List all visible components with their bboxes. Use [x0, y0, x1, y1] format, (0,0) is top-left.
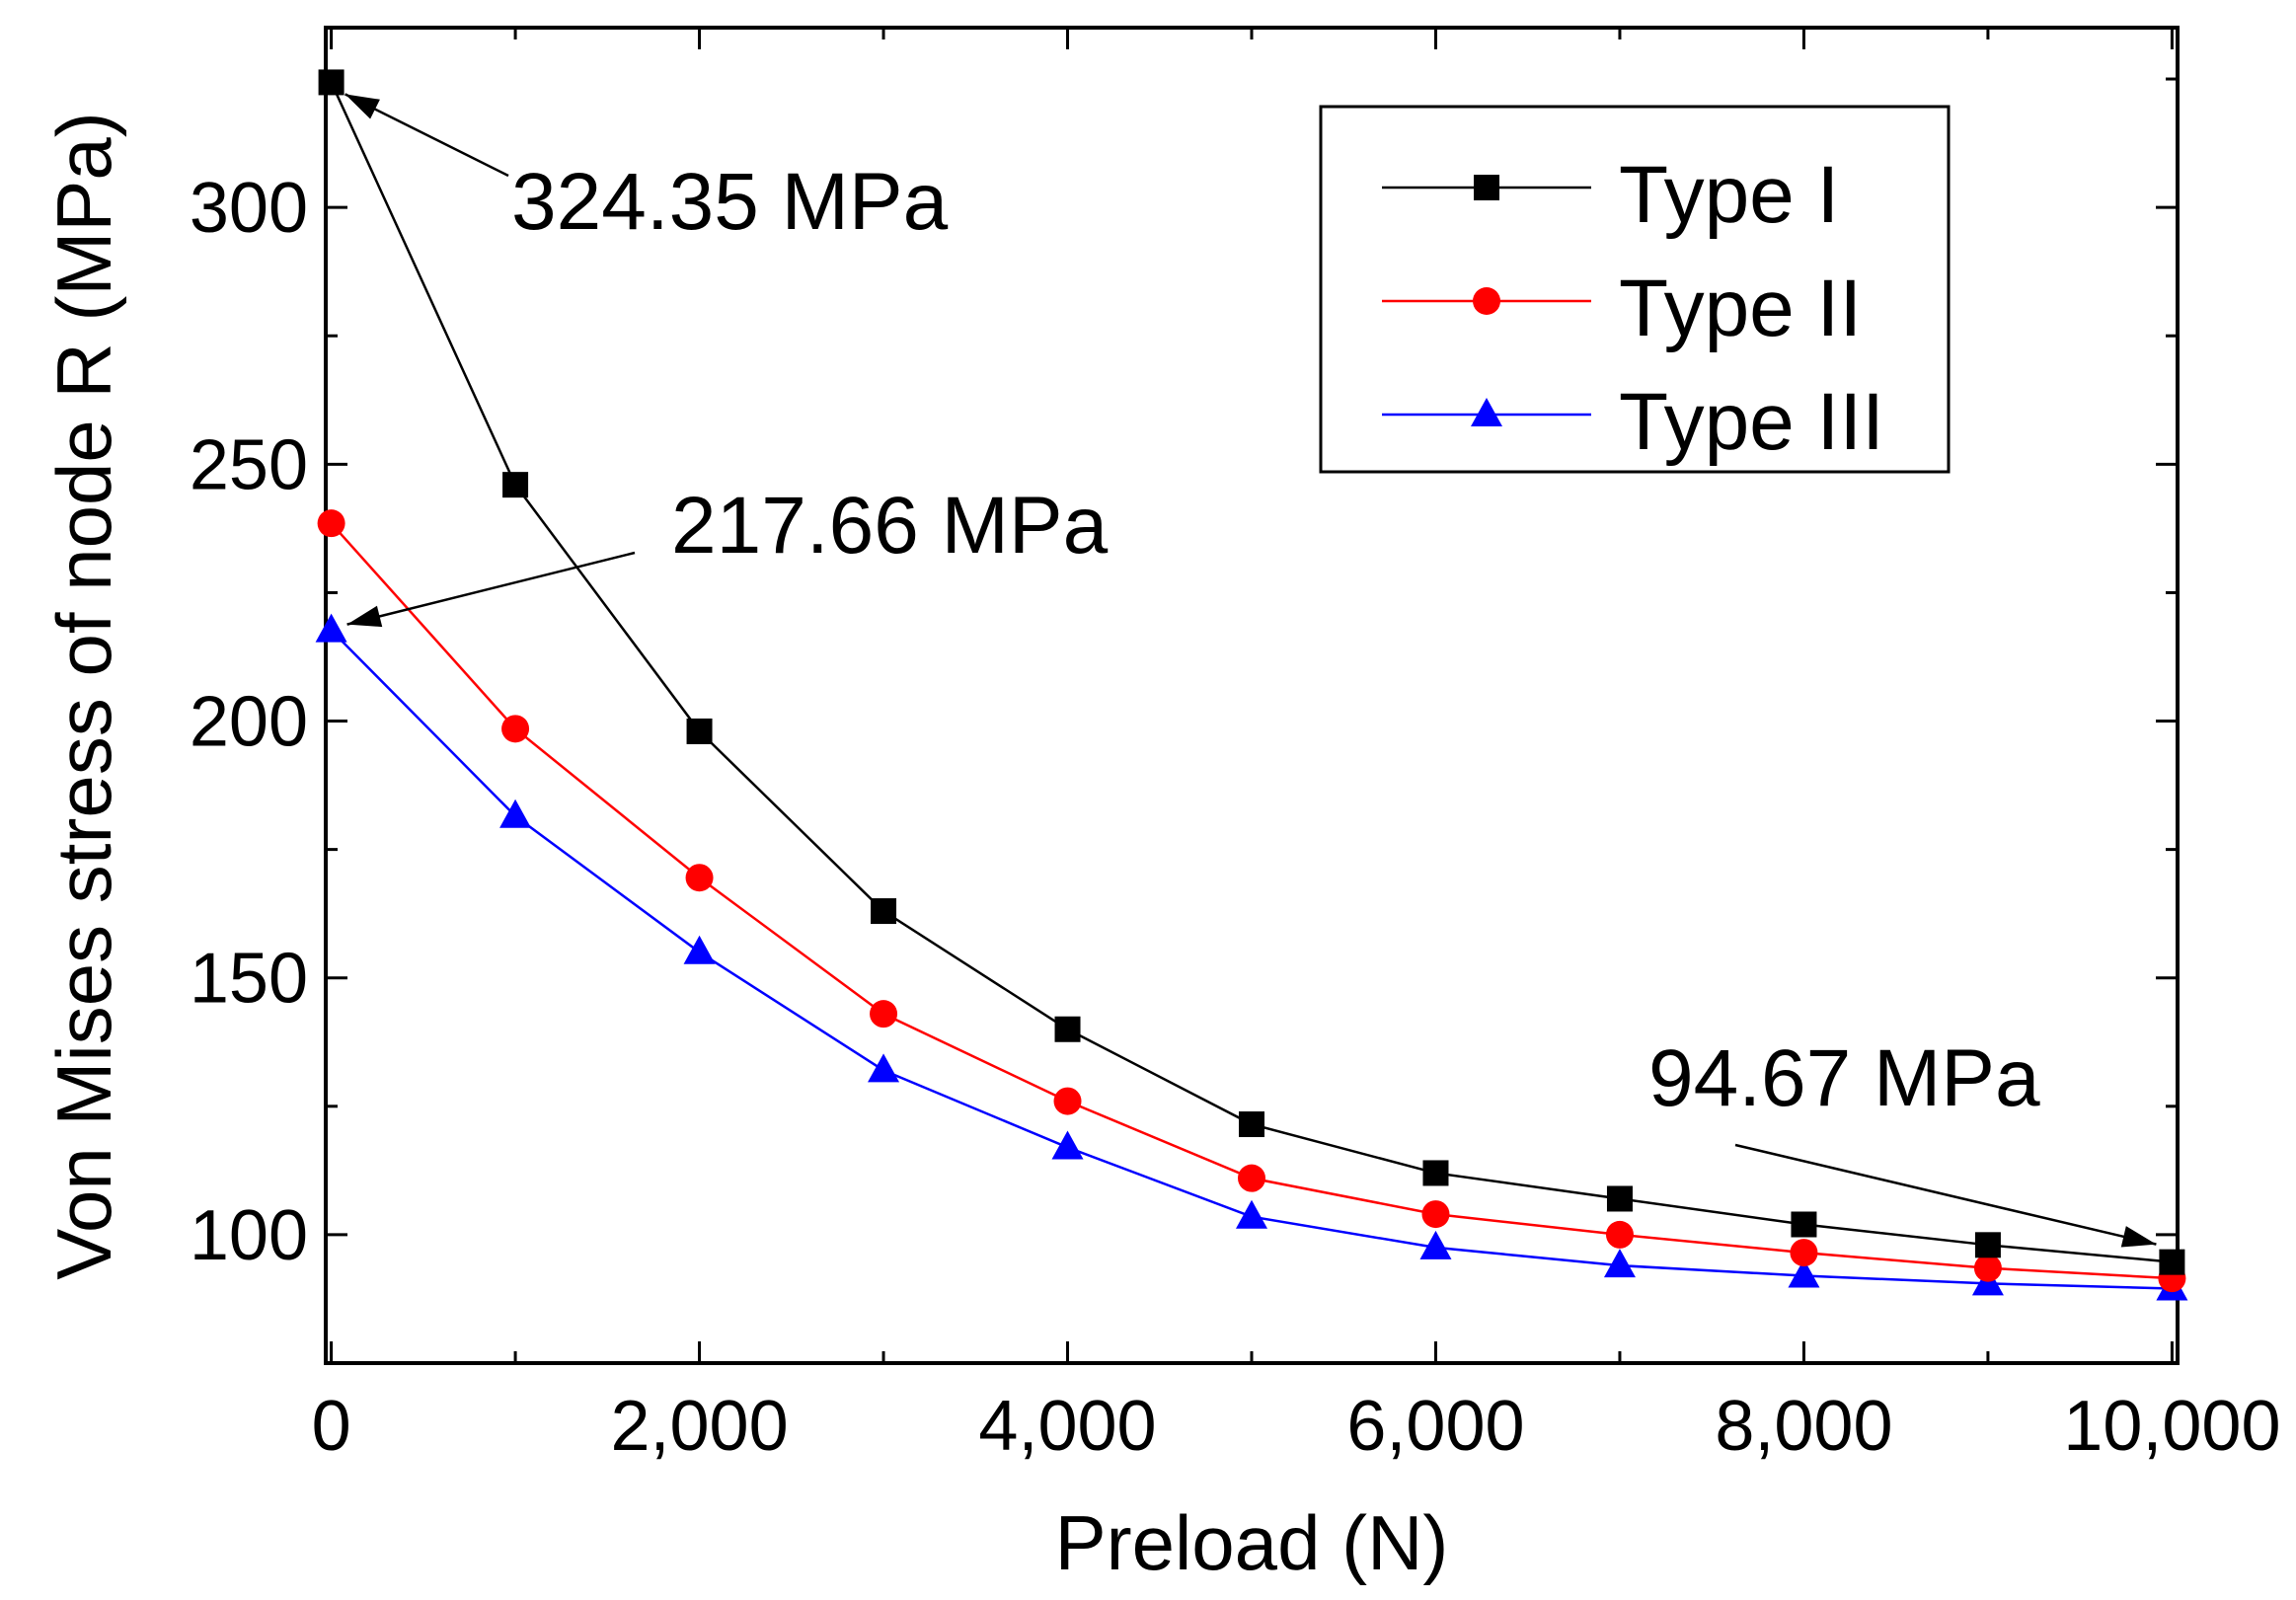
- x-tick-label: 4,000: [978, 1387, 1156, 1466]
- data-point-type-i: [686, 718, 713, 744]
- data-point-type-iii: [1051, 1130, 1084, 1160]
- data-point-type-iii: [683, 935, 716, 964]
- data-point-type-i: [1791, 1211, 1817, 1238]
- data-point-type-i: [2159, 1249, 2185, 1275]
- data-point-type-ii: [1053, 1087, 1082, 1115]
- data-point-type-i: [1606, 1185, 1633, 1212]
- x-tick-label: 0: [312, 1387, 351, 1466]
- data-point-type-i: [871, 898, 897, 925]
- annotation-arrow-type3-start-head: [346, 605, 383, 628]
- data-point-type-iii: [1788, 1258, 1820, 1288]
- x-tick-label: 6,000: [1346, 1387, 1524, 1466]
- axis-ticks: [326, 28, 2178, 1363]
- x-tick-label: 10,000: [2063, 1387, 2280, 1466]
- y-tick-label: 250: [190, 425, 308, 504]
- y-tick-label: 100: [190, 1196, 308, 1275]
- legend-swatches: [1382, 175, 1591, 426]
- data-point-type-ii: [1790, 1239, 1818, 1267]
- legend-label-type-3: Type III: [1619, 377, 1884, 467]
- y-tick-label: 200: [190, 683, 308, 762]
- annotation-arrow-type3-start: [346, 551, 636, 626]
- x-tick-label: 2,000: [610, 1387, 788, 1466]
- y-tick-label: 150: [190, 940, 308, 1019]
- legend-frame: [1319, 105, 1951, 474]
- data-point-type-ii: [317, 509, 345, 538]
- data-point-type-i: [1239, 1111, 1264, 1138]
- data-point-type-i: [502, 472, 529, 498]
- legend-label-type-2: Type II: [1619, 264, 1862, 353]
- data-point-type-iii: [1419, 1230, 1452, 1259]
- data-point-type-iii: [1236, 1199, 1267, 1229]
- data-point-type-iii: [1603, 1249, 1636, 1278]
- x-tick-label: 8,000: [1715, 1387, 1892, 1466]
- annotation-type1-end: 94.67 MPa: [1648, 1033, 2040, 1123]
- data-point-type-iii: [868, 1053, 900, 1083]
- series-layer: [315, 69, 2188, 1301]
- data-point-type-i: [1974, 1232, 2001, 1258]
- annotation-type3-start: 217.66 MPa: [671, 481, 1109, 571]
- data-point-type-ii: [1605, 1220, 1634, 1249]
- annotation-arrow-type1-start-head: [344, 94, 380, 119]
- data-point-type-ii: [1421, 1200, 1450, 1229]
- legend-marker-type-i: [1474, 175, 1499, 200]
- data-point-type-iii: [499, 799, 532, 828]
- data-point-type-ii: [685, 864, 714, 892]
- annotation-arrow-type1-end: [1734, 1143, 2157, 1246]
- data-point-type-ii: [1238, 1164, 1265, 1192]
- legend-label-type-1: Type I: [1619, 150, 1839, 240]
- data-point-type-i: [318, 69, 344, 96]
- data-point-type-iii: [315, 613, 347, 643]
- annotation-arrow-type1-end-head: [2120, 1226, 2157, 1248]
- legend: Type I Type II Type III: [1319, 105, 1951, 474]
- x-tick-labels: 0 2,000 4,000 6,000 8,000 10,000: [312, 1387, 2281, 1466]
- annotation-arrows: [344, 93, 2157, 1248]
- x-axis-title: Preload (N): [1055, 1499, 1449, 1586]
- data-point-type-ii: [1973, 1254, 2002, 1282]
- data-point-type-ii: [870, 1000, 898, 1029]
- y-tick-labels: 100 150 200 250 300: [190, 169, 308, 1275]
- data-point-type-ii: [501, 715, 530, 743]
- data-point-type-i: [1422, 1160, 1449, 1186]
- y-tick-label: 300: [190, 169, 308, 248]
- annotation-type1-start: 324.35 MPa: [511, 157, 949, 247]
- y-axis-title: Von Mises stress of node R (MPa): [40, 112, 127, 1279]
- legend-marker-type-ii: [1473, 287, 1500, 315]
- data-point-type-i: [1054, 1016, 1081, 1042]
- legend-marker-type-iii: [1471, 398, 1502, 426]
